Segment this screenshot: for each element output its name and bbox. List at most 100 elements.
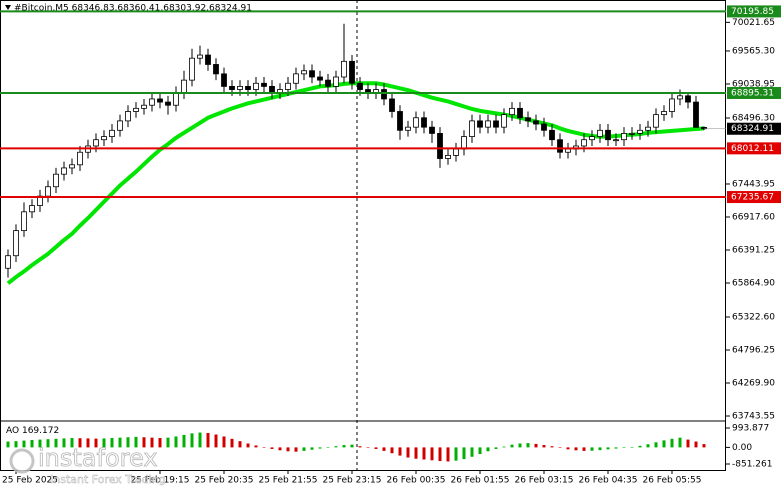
y-tick-label: 64269.90 xyxy=(732,379,775,389)
ao-bar xyxy=(478,447,482,455)
candle-body xyxy=(597,129,603,137)
y-tick-label: 66391.25 xyxy=(732,245,775,255)
x-tick-label: 25 Feb 21:55 xyxy=(258,476,317,486)
ao-bar xyxy=(294,447,298,452)
ao-bar xyxy=(118,437,122,448)
candle-body xyxy=(261,82,267,87)
current-price-box xyxy=(727,122,781,135)
level-label: 68012.11 xyxy=(731,144,774,154)
level-label: 70195.85 xyxy=(731,7,774,17)
ao-bar xyxy=(350,444,354,448)
candle-body xyxy=(125,111,131,122)
current-price-label: 68324.91 xyxy=(731,124,774,134)
ao-bar xyxy=(94,438,98,448)
level-label: 68895.31 xyxy=(731,88,774,98)
ao-bar xyxy=(326,447,330,448)
candle-body xyxy=(69,164,75,169)
ao-bar xyxy=(182,434,186,448)
ao-bar xyxy=(302,447,306,451)
candle-body xyxy=(221,73,227,87)
ao-bar xyxy=(590,447,594,451)
candle-body xyxy=(149,98,155,106)
level-label-box xyxy=(727,191,781,204)
candle-body xyxy=(117,120,123,131)
candle-body xyxy=(429,126,435,134)
candle-body xyxy=(381,89,387,100)
symbol-icon xyxy=(5,5,11,10)
ao-bar xyxy=(670,438,674,448)
x-tick-label: 26 Feb 04:35 xyxy=(578,476,637,486)
candle-body xyxy=(77,151,83,166)
ao-bar xyxy=(542,445,546,448)
ao-bar xyxy=(422,447,426,460)
ao-bar xyxy=(646,444,650,448)
x-tick-label: 26 Feb 03:15 xyxy=(514,476,573,486)
ao-bar xyxy=(318,447,322,449)
ao-bar xyxy=(46,439,50,448)
ao-bar xyxy=(686,439,690,448)
candle-body xyxy=(445,154,451,159)
ao-bar xyxy=(6,441,10,448)
ao-bar xyxy=(62,438,66,448)
ao-bar xyxy=(382,447,386,451)
ao-bar xyxy=(30,439,34,448)
candle-body xyxy=(333,76,339,87)
ao-bar xyxy=(166,437,170,448)
ao-bar xyxy=(270,447,274,449)
candle-body xyxy=(613,139,619,142)
candle-body xyxy=(461,136,467,150)
candle-body xyxy=(285,82,291,90)
ao-bar xyxy=(222,436,226,448)
candle-body xyxy=(213,64,219,75)
candle-body xyxy=(205,54,211,65)
candle-body xyxy=(5,255,11,269)
candle-body xyxy=(525,117,531,122)
ao-bar xyxy=(86,438,90,448)
ao-bar xyxy=(238,441,242,448)
candle-body xyxy=(45,186,51,197)
candle-body xyxy=(653,114,659,128)
ao-bar xyxy=(662,440,666,448)
candle-body xyxy=(269,86,275,94)
candle-body xyxy=(181,79,187,94)
ao-bar xyxy=(654,442,658,448)
candle-body xyxy=(93,139,99,147)
candle-body xyxy=(533,120,539,125)
candle-body xyxy=(21,211,27,232)
ao-bar xyxy=(694,441,698,448)
candle-body xyxy=(397,111,403,131)
moving-average xyxy=(6,81,705,285)
ao-bar xyxy=(78,438,82,448)
ao-bar xyxy=(70,438,74,448)
y-tick-label: 64796.25 xyxy=(732,346,775,356)
ao-bar xyxy=(190,433,194,448)
y-tick-label: 65864.90 xyxy=(732,278,775,288)
ao-bar xyxy=(598,447,602,451)
ao-bar xyxy=(342,445,346,448)
candle-body xyxy=(165,101,171,106)
x-tick-label: 25 Feb 19:15 xyxy=(130,476,189,486)
y-tick-label: 69038.95 xyxy=(732,79,775,89)
candle-body xyxy=(557,139,563,153)
candle-body xyxy=(325,79,331,87)
candle-body xyxy=(405,126,411,131)
ao-bar xyxy=(550,446,554,448)
watermark-logo xyxy=(9,448,35,474)
ao-bar xyxy=(334,446,338,448)
x-tick-label: 25 Feb 2025 xyxy=(2,476,58,486)
candle-body xyxy=(141,104,147,109)
ao-bar xyxy=(582,447,586,451)
candle-body xyxy=(341,60,347,78)
ao-bar xyxy=(390,447,394,454)
candle-body xyxy=(669,98,675,112)
candle-body xyxy=(253,82,259,90)
candle-body xyxy=(605,129,611,141)
x-tick-label: 25 Feb 20:35 xyxy=(194,476,253,486)
ao-bar xyxy=(254,445,258,448)
candle-body xyxy=(309,70,315,78)
candle-body xyxy=(485,120,491,128)
candle-body xyxy=(421,117,427,128)
y-tick-label: 66917.60 xyxy=(732,212,775,222)
candle-body xyxy=(357,82,363,90)
ao-bar xyxy=(502,446,506,448)
